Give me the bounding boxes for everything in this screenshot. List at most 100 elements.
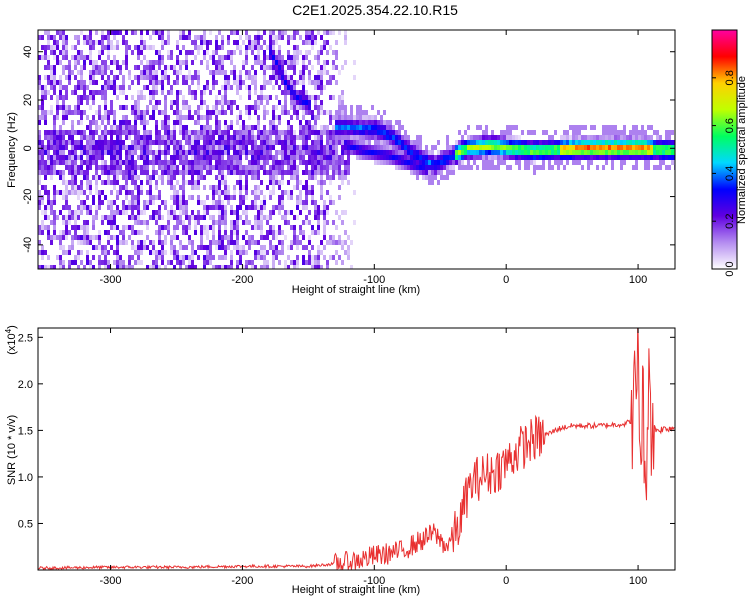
heatmap-cell-1520 <box>191 255 194 260</box>
heatmap-cell-3648 <box>602 135 605 140</box>
heatmap-cell-728 <box>110 200 113 205</box>
heatmap-cell-3606 <box>581 150 584 155</box>
heatmap-cell-3674 <box>611 150 614 155</box>
heatmap-cell-1786 <box>218 240 221 245</box>
heatmap-cell-2282 <box>269 145 272 150</box>
heatmap-cell-1373 <box>176 260 179 265</box>
heatmap-cell-666 <box>104 180 107 185</box>
heatmap-cell-3729 <box>635 140 638 145</box>
heatmap-cell-1144 <box>155 75 158 80</box>
heatmap-cell-1937 <box>233 225 236 230</box>
heatmap-cell-1577 <box>197 220 200 225</box>
heatmap-cell-2122 <box>254 100 257 105</box>
heatmap-cell-2003 <box>239 255 242 260</box>
heatmap-cell-1453 <box>185 160 188 165</box>
heatmap-cell-3035 <box>350 265 353 269</box>
heatmap-cell-319 <box>68 265 71 269</box>
heatmap-cell-1268 <box>167 120 170 125</box>
heatmap-cell-3056 <box>356 145 359 150</box>
heatmap-cell-686 <box>107 115 110 120</box>
heatmap-cell-1713 <box>212 205 215 210</box>
heatmap-cell-1179 <box>158 130 161 135</box>
heatmap-cell-2294 <box>269 230 272 235</box>
heatmap-cell-1656 <box>206 170 209 175</box>
heatmap-cell-1195 <box>158 235 161 240</box>
heatmap-cell-3596 <box>578 135 581 140</box>
heatmap-cell-2130 <box>254 155 257 160</box>
heatmap-cell-887 <box>128 125 131 130</box>
heatmap-cell-3631 <box>593 140 596 145</box>
heatmap-cell-3611 <box>584 140 587 145</box>
heatmap-cell-1932 <box>233 185 236 190</box>
heatmap-cell-266 <box>65 50 68 55</box>
heatmap-cell-3175 <box>395 130 398 135</box>
heatmap-cell-3528 <box>548 140 551 145</box>
heatmap-cell-53 <box>41 250 44 255</box>
heatmap-cell-701 <box>107 235 110 240</box>
heatmap-cell-1931 <box>233 170 236 175</box>
heatmap-cell-2261 <box>266 220 269 225</box>
heatmap-cell-2838 <box>323 220 326 225</box>
heatmap-cell-781 <box>116 150 119 155</box>
heatmap-cell-50 <box>41 225 44 230</box>
heatmap-cell-3361 <box>473 145 476 150</box>
heatmap-cell-1563 <box>197 140 200 145</box>
heatmap-cell-262 <box>62 265 65 269</box>
heatmap-cell-1919 <box>233 70 236 75</box>
heatmap-cell-3068 <box>359 150 362 155</box>
heatmap-cell-2694 <box>311 30 314 35</box>
heatmap-cell-1463 <box>185 245 188 250</box>
heatmap-cell-1815 <box>221 205 224 210</box>
heatmap-cell-3173 <box>392 160 395 165</box>
heatmap-cell-2215 <box>263 65 266 70</box>
heatmap-cell-1396 <box>179 210 182 215</box>
heatmap-cell-3138 <box>383 110 386 115</box>
heatmap-cell-3143 <box>383 140 386 145</box>
heatmap-cell-1271 <box>167 135 170 140</box>
heatmap-cell-2263 <box>266 235 269 240</box>
heatmap-cell-371 <box>74 220 77 225</box>
heatmap-cell-230 <box>62 45 65 50</box>
heatmap-cell-3340 <box>464 140 467 145</box>
heatmap-cell-3342 <box>464 150 467 155</box>
heatmap-cell-1155 <box>155 150 158 155</box>
heatmap-cell-58 <box>44 50 47 55</box>
heatmap-cell-277 <box>65 140 68 145</box>
heatmap-cell-949 <box>134 150 137 155</box>
heatmap-cell-695 <box>107 180 110 185</box>
heatmap-cell-1172 <box>158 50 161 55</box>
heatmap-cell-3352 <box>467 165 470 170</box>
heatmap-cell-1131 <box>152 195 155 200</box>
heatmap-cell-3584 <box>572 155 575 160</box>
heatmap-cell-1790 <box>221 35 224 40</box>
heatmap-cell-1156 <box>155 155 158 160</box>
heatmap-cell-421 <box>80 130 83 135</box>
heatmap-cell-1545 <box>194 220 197 225</box>
heatmap-cell-2454 <box>287 55 290 60</box>
heatmap-cell-3228 <box>413 165 416 170</box>
heatmap-cell-28 <box>41 35 44 40</box>
heatmap-cell-1507 <box>191 155 194 160</box>
heatmap-cell-2264 <box>266 250 269 255</box>
heatmap-cell-2669 <box>308 75 311 80</box>
heatmap-cell-3458 <box>512 155 515 160</box>
heatmap-cell-1926 <box>233 145 236 150</box>
heatmap-cell-3790 <box>662 140 665 145</box>
heatmap-cell-1177 <box>158 100 161 105</box>
heatmap-cell-3514 <box>539 165 542 170</box>
heatmap-cell-1929 <box>233 160 236 165</box>
heatmap-cell-2899 <box>332 125 335 130</box>
heatmap-cell-378 <box>77 40 80 45</box>
heatmap-cell-382 <box>77 70 80 75</box>
heatmap-cell-2989 <box>344 105 347 110</box>
heatmap-cell-811 <box>119 145 122 150</box>
heatmap-cell-2836 <box>323 210 326 215</box>
heatmap-cell-1203 <box>161 45 164 50</box>
heatmap-cell-2830 <box>323 160 326 165</box>
heatmap-cell-1207 <box>161 75 164 80</box>
heatmap-cell-2570 <box>296 240 299 245</box>
heatmap-cell-1558 <box>197 110 200 115</box>
heatmap-cell-1011 <box>140 135 143 140</box>
heatmap-cell-2119 <box>254 80 257 85</box>
heatmap-cell-540 <box>92 120 95 125</box>
